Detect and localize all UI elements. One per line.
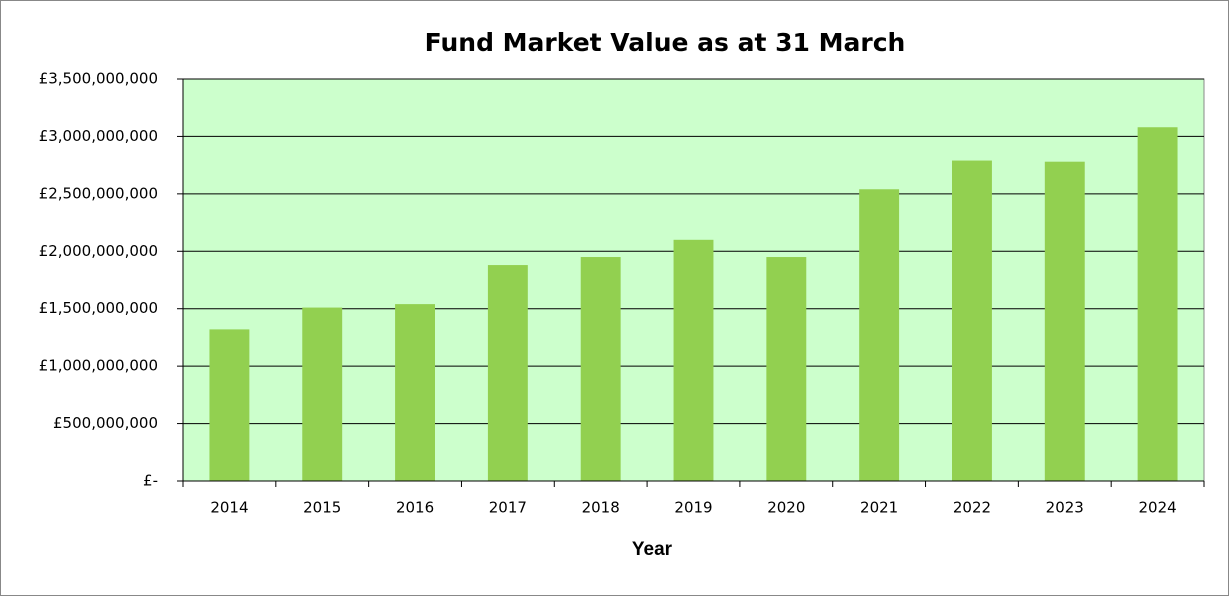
bar: [766, 257, 807, 481]
bar: [1137, 127, 1178, 482]
x-tick-label: 2022: [953, 499, 991, 517]
y-tick-label: £3,000,000,000: [39, 127, 158, 145]
bar: [580, 257, 621, 481]
y-tick-label: £2,000,000,000: [39, 242, 158, 260]
x-tick-label: 2024: [1138, 499, 1176, 517]
bar: [395, 304, 436, 481]
bar: [951, 160, 992, 481]
bar: [1044, 161, 1085, 481]
x-tick-label: 2019: [674, 499, 712, 517]
x-tick-label: 2017: [489, 499, 527, 517]
y-tick-label: £-: [143, 472, 158, 490]
x-tick-label: 2014: [210, 499, 248, 517]
x-tick-label: 2015: [303, 499, 341, 517]
x-tick-label: 2023: [1046, 499, 1084, 517]
x-tick-label: 2016: [396, 499, 434, 517]
bar: [302, 307, 343, 481]
bar: [209, 329, 250, 481]
bar: [487, 265, 528, 481]
bar: [859, 189, 900, 481]
x-tick-label: 2021: [860, 499, 898, 517]
y-tick-label: £1,500,000,000: [39, 299, 158, 317]
x-axis-label: Year: [632, 539, 673, 560]
bar: [673, 239, 714, 481]
y-tick-label: £2,500,000,000: [39, 184, 158, 202]
y-tick-label: £3,500,000,000: [39, 70, 158, 88]
y-tick-label: £500,000,000: [53, 414, 158, 432]
y-tick-label: £1,000,000,000: [39, 357, 158, 375]
x-tick-label: 2020: [767, 499, 805, 517]
x-tick-label: 2018: [582, 499, 620, 517]
chart-title: Fund Market Value as at 31 March: [425, 28, 906, 57]
